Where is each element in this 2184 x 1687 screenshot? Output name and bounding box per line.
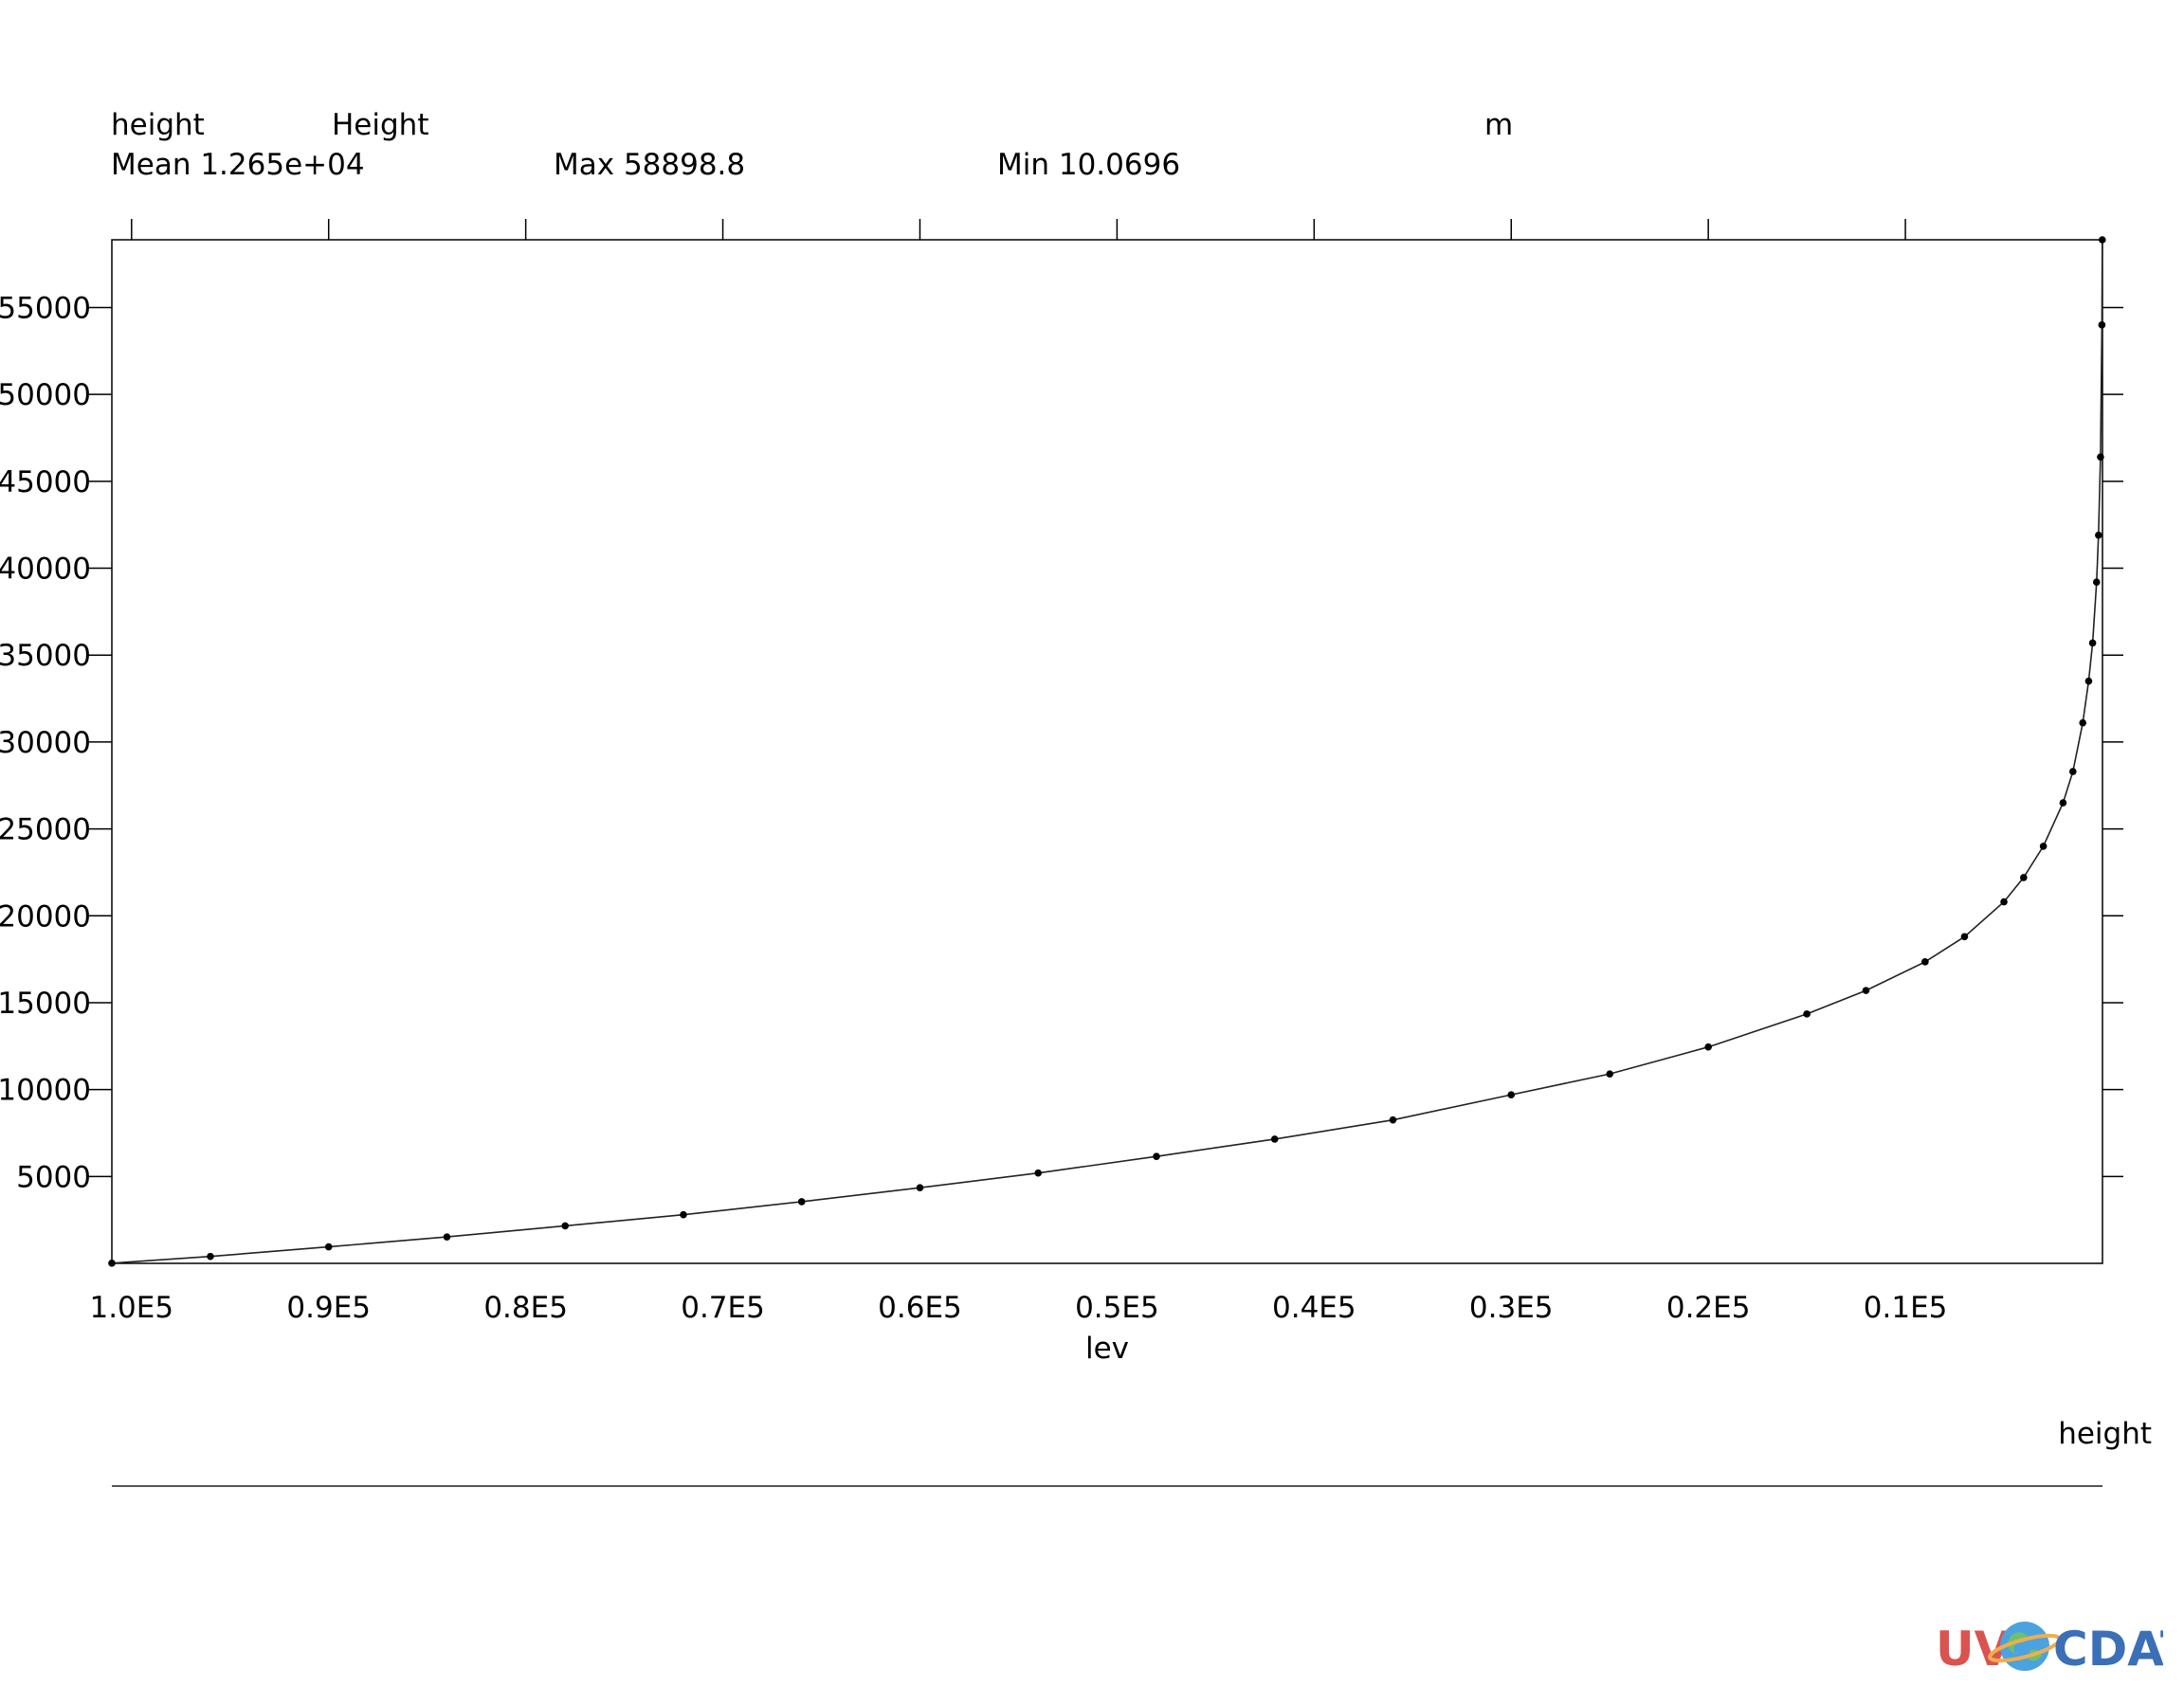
- data-point: [2069, 768, 2077, 775]
- y-tick-label: 30000: [0, 726, 91, 760]
- uvcdat-logo: UV CDAT: [1936, 1622, 2163, 1673]
- y-tick-label: 35000: [0, 639, 91, 673]
- data-point: [2092, 578, 2101, 587]
- data-point: [1704, 1043, 1712, 1051]
- x-tick-label: 1.0E5: [89, 1291, 173, 1325]
- legend-label: height: [2058, 1417, 2152, 1451]
- data-point: [797, 1198, 806, 1206]
- data-point: [207, 1252, 214, 1261]
- data-point: [1034, 1169, 1043, 1177]
- x-tick-label: 0.8E5: [483, 1291, 568, 1325]
- data-point: [443, 1233, 451, 1241]
- data-point: [1803, 1010, 1811, 1018]
- data-point: [2088, 639, 2097, 647]
- x-tick-label: 0.9E5: [286, 1291, 371, 1325]
- y-tick-label: 15000: [0, 987, 91, 1021]
- data-point: [2079, 718, 2087, 727]
- globe-icon: [1988, 1622, 2062, 1671]
- data-point: [561, 1222, 570, 1230]
- data-point: [1606, 1070, 1613, 1078]
- x-tick-label: 0.1E5: [1864, 1291, 1948, 1325]
- stat-mean: Mean 1.265e+04: [111, 148, 365, 182]
- y-tick-label: 10000: [0, 1074, 91, 1108]
- data-point: [2097, 453, 2104, 461]
- data-point: [2039, 843, 2048, 850]
- variable-long-name: Height: [332, 108, 429, 142]
- x-axis-label: lev: [1085, 1332, 1129, 1366]
- x-tick-label: 0.4E5: [1272, 1291, 1356, 1325]
- data-point: [324, 1243, 333, 1251]
- plot-frame: [111, 239, 2103, 1264]
- x-tick-label: 0.3E5: [1469, 1291, 1554, 1325]
- data-point: [2098, 236, 2106, 244]
- data-point: [2000, 898, 2008, 906]
- y-tick-label: 45000: [0, 465, 91, 499]
- data-point: [1507, 1091, 1516, 1098]
- series-height: [108, 236, 2106, 1267]
- series-line: [111, 239, 2103, 1264]
- data-point: [1270, 1135, 1279, 1143]
- y-tick-label: 40000: [0, 553, 91, 587]
- axis-ticks: [87, 219, 2123, 1178]
- x-tick-label: 0.5E5: [1075, 1291, 1159, 1325]
- data-point: [2020, 874, 2028, 881]
- data-point: [2098, 321, 2106, 329]
- data-point: [2084, 677, 2093, 685]
- data-point: [1960, 933, 1969, 941]
- data-point: [108, 1260, 116, 1267]
- y-tick-label: 55000: [0, 291, 91, 325]
- data-point: [1389, 1116, 1397, 1124]
- y-tick-label: 25000: [0, 813, 91, 847]
- x-tick-label: 0.6E5: [878, 1291, 962, 1325]
- data-point: [2059, 799, 2067, 807]
- logo-text-cdat: CDAT: [2053, 1622, 2163, 1673]
- data-point: [1153, 1152, 1160, 1161]
- x-tick-label: 0.7E5: [681, 1291, 765, 1325]
- axis-tick-labels: 1.0E5 0.9E5 0.8E5 0.7E5 0.6E5 0.5E5 0.4E5 0.3E5…: [0, 291, 1947, 1325]
- variable-name: height: [111, 108, 205, 142]
- data-point: [916, 1184, 924, 1192]
- y-tick-label: 20000: [0, 899, 91, 934]
- data-point: [680, 1210, 687, 1219]
- variable-units: m: [1484, 108, 1514, 142]
- data-point: [1862, 987, 1870, 994]
- data-point: [1921, 958, 1929, 966]
- stat-max: Max 58898.8: [554, 148, 746, 182]
- x-tick-label: 0.2E5: [1666, 1291, 1751, 1325]
- stat-min: Min 10.0696: [997, 148, 1181, 182]
- y-tick-label: 5000: [16, 1160, 91, 1194]
- data-point: [2095, 531, 2102, 539]
- y-tick-label: 50000: [0, 378, 91, 412]
